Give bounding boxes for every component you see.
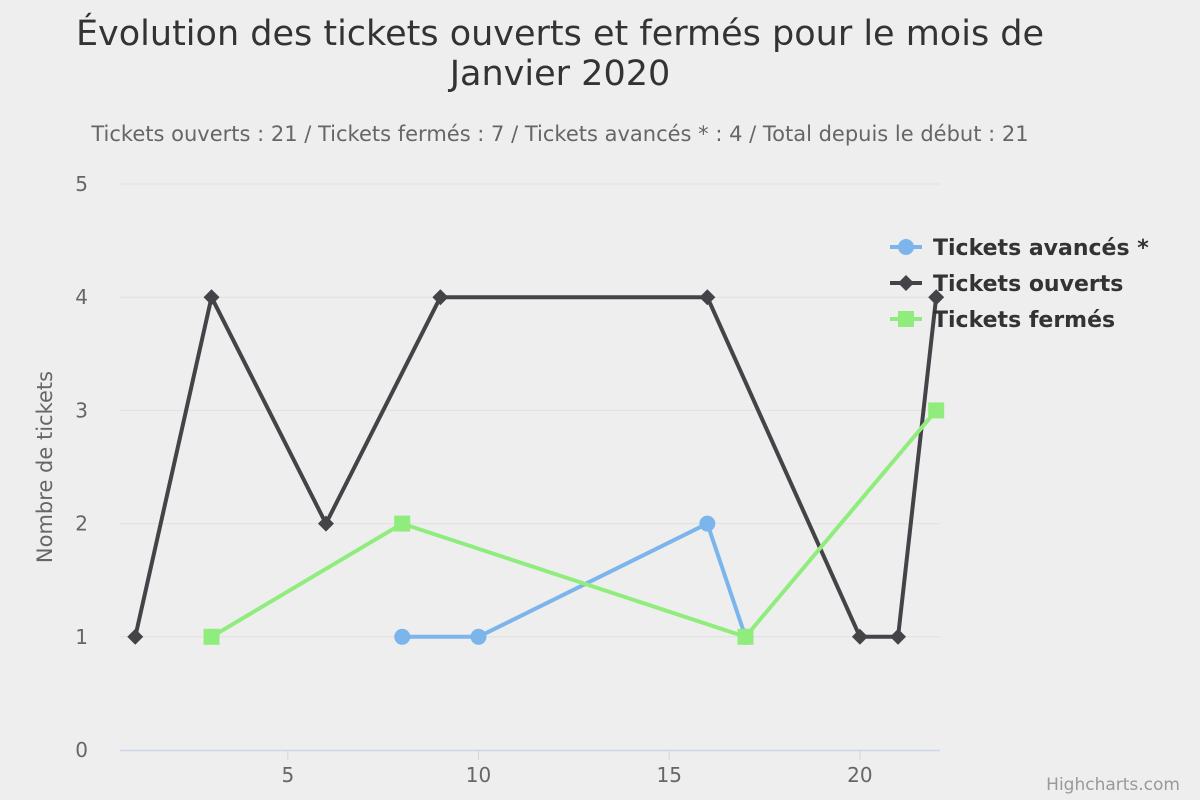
- y-axis-title: Nombre de tickets: [33, 371, 57, 563]
- axes: 0 1 2 3 4 5 5 10 15 20 Nombre de tickets: [33, 172, 940, 787]
- y-tick-label: 5: [75, 172, 88, 196]
- series-line: [400, 521, 748, 639]
- data-point[interactable]: [127, 628, 144, 645]
- series-layer: [127, 289, 945, 645]
- legend-marker[interactable]: [898, 275, 914, 291]
- y-tick-label: 4: [75, 285, 88, 309]
- data-point[interactable]: [394, 628, 411, 645]
- data-point[interactable]: [890, 628, 907, 645]
- legend-item[interactable]: Tickets fermés: [890, 308, 1115, 333]
- data-point[interactable]: [470, 628, 487, 645]
- legend-item[interactable]: Tickets ouverts: [890, 272, 1123, 297]
- y-tick-label: 2: [75, 512, 88, 536]
- x-tick-label: 5: [281, 763, 294, 787]
- chart-subtitle: Tickets ouverts : 21 / Tickets fermés : …: [91, 122, 1029, 146]
- data-point[interactable]: [699, 289, 716, 306]
- series-2: [203, 402, 945, 645]
- x-tick-label: 20: [847, 763, 872, 787]
- legend[interactable]: Tickets avancés * Tickets ouverts Tickets …: [890, 236, 1149, 333]
- data-point[interactable]: [203, 289, 220, 306]
- data-point[interactable]: [203, 628, 220, 645]
- legend-marker[interactable]: [898, 239, 914, 255]
- series-line: [209, 408, 939, 639]
- x-tick-label: 10: [466, 763, 491, 787]
- grid-lines: [120, 183, 940, 638]
- credits-link[interactable]: Highcharts.com: [1046, 775, 1180, 795]
- data-point[interactable]: [928, 289, 945, 306]
- legend-label: Tickets ouverts: [933, 272, 1123, 297]
- data-point[interactable]: [317, 515, 334, 532]
- y-tick-label: 0: [75, 738, 88, 762]
- data-point[interactable]: [851, 628, 868, 645]
- data-point[interactable]: [737, 628, 754, 645]
- data-point[interactable]: [432, 289, 449, 306]
- data-point[interactable]: [928, 402, 945, 419]
- y-tick-label: 3: [75, 398, 88, 422]
- data-point[interactable]: [699, 515, 716, 532]
- series-line: [133, 295, 939, 639]
- legend-label: Tickets fermés: [933, 308, 1115, 333]
- series-1: [127, 289, 945, 645]
- data-point[interactable]: [394, 515, 411, 532]
- legend-label: Tickets avancés *: [933, 236, 1149, 261]
- legend-item[interactable]: Tickets avancés *: [890, 236, 1149, 261]
- chart-title: Évolution des tickets ouverts et fermés …: [75, 14, 1045, 94]
- y-tick-label: 1: [75, 625, 88, 649]
- x-tick-label: 15: [656, 763, 681, 787]
- legend-marker[interactable]: [898, 311, 914, 327]
